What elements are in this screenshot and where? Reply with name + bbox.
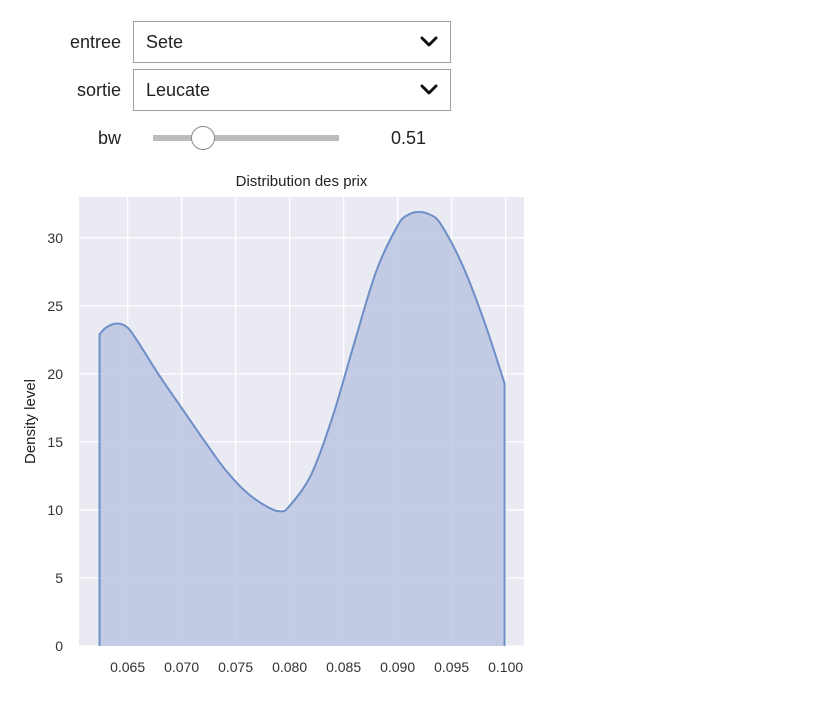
entree-label: entree — [69, 31, 121, 52]
y-tick-label: 5 — [55, 570, 63, 586]
x-tick-label: 0.065 — [110, 659, 145, 675]
x-tick-label: 0.070 — [164, 659, 199, 675]
y-tick-label: 0 — [55, 638, 63, 654]
chevron-down-icon — [420, 84, 438, 95]
x-tick-label: 0.080 — [272, 659, 307, 675]
bw-slider-handle[interactable] — [191, 126, 216, 150]
entree-row: entree Sete — [0, 21, 451, 63]
density-chart: 0.065 0.070 0.075 0.080 0.085 0.090 0.095 0.100… — [22, 173, 524, 675]
y-tick-label: 25 — [47, 298, 63, 314]
sortie-dropdown[interactable]: Leucate — [133, 69, 451, 111]
sortie-row: sortie Leucate — [0, 69, 451, 111]
bw-row: bw 0.51 — [0, 124, 426, 152]
chart-title: Distribution des prix — [236, 173, 368, 190]
bw-slider-track[interactable] — [153, 135, 339, 141]
density-curve — [98, 210, 506, 647]
y-axis-label: Density level — [22, 379, 39, 464]
y-tick-label: 20 — [47, 366, 63, 382]
density-area — [99, 211, 505, 646]
bw-value: 0.51 — [391, 127, 427, 148]
entree-dropdown[interactable]: Sete — [133, 21, 451, 63]
x-tick-label: 0.085 — [326, 659, 361, 675]
chevron-down-icon — [420, 36, 438, 47]
y-tick-label: 10 — [47, 502, 63, 518]
y-tick-labels: 0 5 10 15 20 25 30 — [47, 230, 63, 654]
y-tick-label: 30 — [47, 230, 63, 246]
sortie-label: sortie — [76, 79, 121, 100]
x-tick-label: 0.100 — [488, 659, 523, 675]
y-tick-label: 15 — [47, 434, 63, 450]
bw-label: bw — [97, 127, 121, 148]
x-tick-label: 0.090 — [380, 659, 415, 675]
bw-slider[interactable] — [153, 124, 339, 152]
sortie-selected-value: Leucate — [146, 79, 211, 100]
x-tick-labels: 0.065 0.070 0.075 0.080 0.085 0.090 0.095 0.100 — [110, 659, 523, 675]
x-tick-label: 0.095 — [434, 659, 469, 675]
x-tick-label: 0.075 — [218, 659, 253, 675]
entree-selected-value: Sete — [146, 31, 184, 52]
